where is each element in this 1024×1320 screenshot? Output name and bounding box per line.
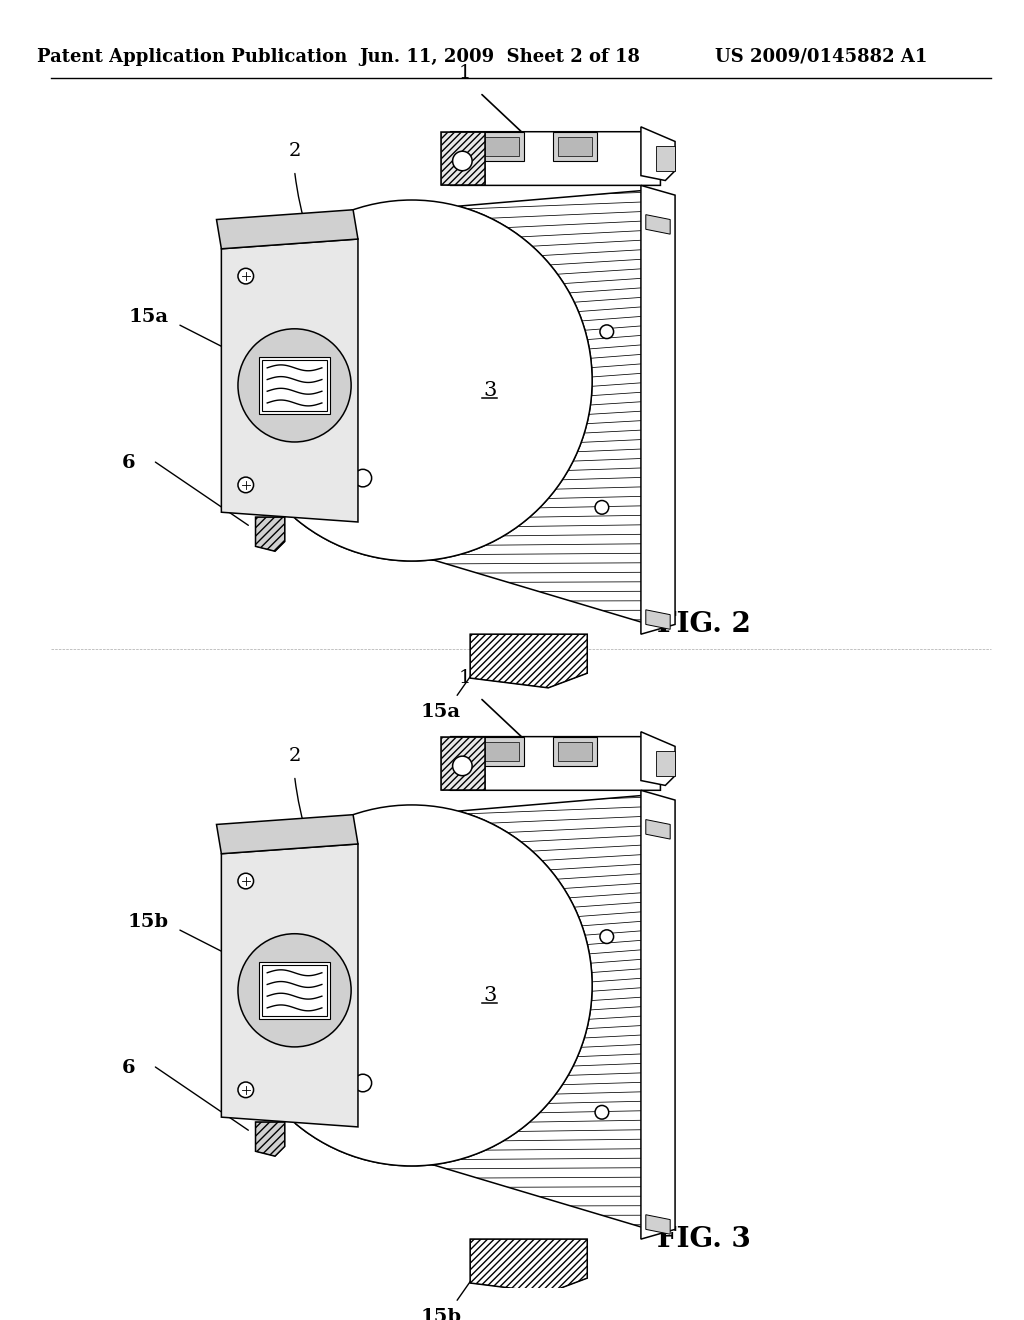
Circle shape xyxy=(238,329,351,442)
Polygon shape xyxy=(451,132,660,185)
Text: 6: 6 xyxy=(122,454,135,473)
Polygon shape xyxy=(256,517,285,552)
Polygon shape xyxy=(256,1122,285,1156)
Text: FIG. 2: FIG. 2 xyxy=(657,611,752,638)
Polygon shape xyxy=(451,737,660,791)
Polygon shape xyxy=(480,737,524,766)
Polygon shape xyxy=(441,132,484,185)
Text: 2: 2 xyxy=(289,143,301,160)
Polygon shape xyxy=(441,737,484,791)
Circle shape xyxy=(231,201,592,561)
Text: Jun. 11, 2009  Sheet 2 of 18: Jun. 11, 2009 Sheet 2 of 18 xyxy=(359,48,640,66)
Text: 1: 1 xyxy=(459,65,471,82)
Polygon shape xyxy=(646,820,670,840)
Polygon shape xyxy=(296,190,666,630)
Polygon shape xyxy=(553,737,597,766)
Polygon shape xyxy=(259,962,330,1019)
Polygon shape xyxy=(296,795,666,1234)
Polygon shape xyxy=(470,1239,587,1292)
Polygon shape xyxy=(216,210,358,248)
Text: 15a: 15a xyxy=(128,308,168,326)
Text: 1: 1 xyxy=(459,669,471,688)
Circle shape xyxy=(335,908,352,925)
Text: 15b: 15b xyxy=(128,913,169,931)
Polygon shape xyxy=(470,634,587,688)
Text: FIG. 3: FIG. 3 xyxy=(657,1225,752,1253)
Polygon shape xyxy=(484,742,519,762)
Polygon shape xyxy=(641,127,675,181)
Circle shape xyxy=(231,805,592,1166)
Polygon shape xyxy=(484,136,519,156)
Polygon shape xyxy=(558,136,592,156)
Circle shape xyxy=(238,874,254,888)
Text: US 2009/0145882 A1: US 2009/0145882 A1 xyxy=(715,48,928,66)
Text: 15a: 15a xyxy=(421,704,461,721)
Circle shape xyxy=(238,268,254,284)
Circle shape xyxy=(238,933,351,1047)
Polygon shape xyxy=(553,132,597,161)
Circle shape xyxy=(595,500,608,515)
Circle shape xyxy=(453,756,472,776)
Text: 6: 6 xyxy=(122,1060,135,1077)
Polygon shape xyxy=(221,843,358,1127)
Polygon shape xyxy=(655,147,675,170)
Circle shape xyxy=(335,304,352,321)
Circle shape xyxy=(595,1105,608,1119)
Circle shape xyxy=(354,1074,372,1092)
Polygon shape xyxy=(646,215,670,234)
Polygon shape xyxy=(216,814,358,854)
Text: Patent Application Publication: Patent Application Publication xyxy=(37,48,347,66)
Text: 15b: 15b xyxy=(421,1308,462,1320)
Text: 2: 2 xyxy=(289,747,301,766)
Text: 3: 3 xyxy=(483,380,497,400)
Polygon shape xyxy=(641,791,675,1239)
Polygon shape xyxy=(259,358,330,413)
Polygon shape xyxy=(655,751,675,776)
Circle shape xyxy=(600,325,613,338)
Text: 3: 3 xyxy=(483,986,497,1005)
Polygon shape xyxy=(641,731,675,785)
Circle shape xyxy=(238,477,254,492)
Polygon shape xyxy=(646,1214,670,1234)
Polygon shape xyxy=(558,742,592,762)
Polygon shape xyxy=(480,132,524,161)
Circle shape xyxy=(600,929,613,944)
Polygon shape xyxy=(221,239,358,521)
Polygon shape xyxy=(646,610,670,630)
Circle shape xyxy=(354,470,372,487)
Circle shape xyxy=(238,1082,254,1098)
Circle shape xyxy=(453,152,472,170)
Polygon shape xyxy=(641,185,675,634)
